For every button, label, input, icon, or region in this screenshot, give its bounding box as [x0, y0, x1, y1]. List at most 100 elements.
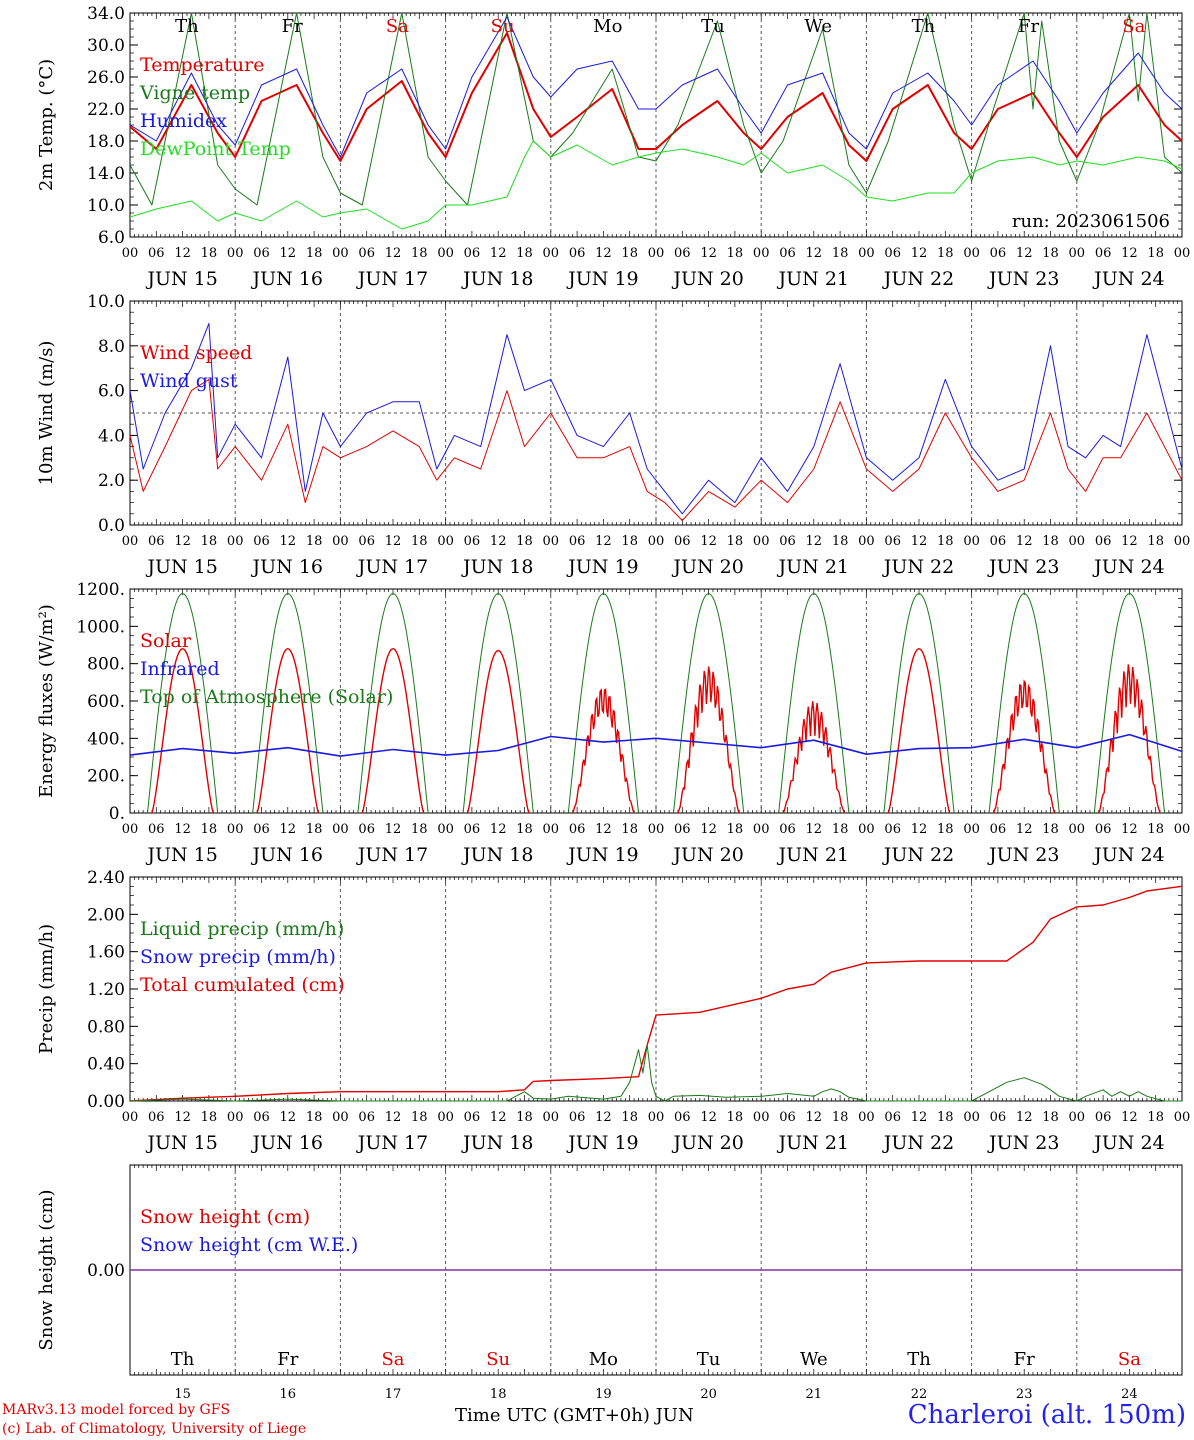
- hour-label: 06: [779, 246, 796, 261]
- hour-label: 12: [911, 822, 928, 837]
- weekday-label: Th: [175, 16, 199, 37]
- series-line-temperature: [129, 32, 1183, 162]
- hour-label: 06: [884, 822, 901, 837]
- hour-label: 00: [227, 246, 244, 261]
- date-label: JUN 19: [566, 844, 638, 866]
- y-tick-label: 600.: [87, 692, 125, 712]
- hour-label: 18: [1042, 1110, 1059, 1125]
- legend-entry: Liquid precip (mm/h): [140, 918, 344, 940]
- date-label: JUN 16: [251, 556, 323, 578]
- hour-label: 12: [1016, 822, 1033, 837]
- hour-label: 18: [306, 246, 323, 261]
- solar-curve: [677, 666, 740, 814]
- solar-curve: [1098, 664, 1161, 814]
- hour-label: 00: [753, 534, 770, 549]
- hour-label: 06: [464, 822, 481, 837]
- hour-label: 00: [332, 246, 349, 261]
- hour-label: 00: [122, 534, 139, 549]
- series-line-liquid-precip-mm-h-: [129, 1044, 1182, 1102]
- hour-label: 06: [358, 246, 375, 261]
- hour-label: 00: [122, 822, 139, 837]
- legend-entry: Total cumulated (cm): [140, 974, 345, 996]
- y-tick-label: 10.0: [87, 196, 125, 216]
- hour-label: 18: [201, 246, 218, 261]
- hour-label: 00: [753, 822, 770, 837]
- solar-curve: [151, 647, 214, 814]
- hour-label: 06: [253, 1110, 270, 1125]
- solar-curve: [572, 688, 635, 814]
- date-label: JUN 20: [671, 556, 743, 578]
- hour-label: 06: [779, 1110, 796, 1125]
- y-tick-label: 400.: [87, 729, 125, 749]
- date-label: JUN 16: [251, 268, 323, 290]
- date-label: JUN 21: [777, 1132, 849, 1154]
- hour-label: 18: [411, 534, 428, 549]
- day-number-label: 17: [385, 1387, 402, 1400]
- series-line-vigne-temp: [129, 12, 1183, 206]
- hour-label: 12: [280, 822, 297, 837]
- hour-label: 00: [648, 246, 665, 261]
- run-label: run: 2023061506: [1012, 211, 1170, 232]
- hour-label: 06: [674, 534, 691, 549]
- hour-label: 18: [727, 822, 744, 837]
- toa-solar-curve: [462, 593, 534, 814]
- y-tick-label: 800.: [87, 655, 125, 675]
- hour-label: 00: [437, 822, 454, 837]
- hour-label: 06: [674, 822, 691, 837]
- legend-entry: Infrared: [140, 658, 220, 680]
- weekday-label: Fr: [1018, 16, 1039, 37]
- hour-label: 18: [1147, 246, 1164, 261]
- hour-label: 00: [858, 534, 875, 549]
- weekday-label: We: [800, 1349, 828, 1370]
- hour-label: 12: [700, 1110, 717, 1125]
- weekday-label: Su: [486, 1349, 510, 1370]
- hour-label: 12: [1121, 246, 1138, 261]
- hour-label: 06: [1095, 822, 1112, 837]
- series-line-total-cumulated-cm-: [129, 885, 1183, 1102]
- date-label: JUN 20: [671, 1132, 743, 1154]
- date-label: JUN 23: [987, 268, 1059, 290]
- hour-label: 12: [911, 534, 928, 549]
- toa-solar-curve: [252, 593, 324, 814]
- hour-label: 18: [306, 534, 323, 549]
- y-tick-label: 0.80: [87, 1017, 125, 1037]
- day-number-label: 18: [490, 1387, 507, 1400]
- hour-label: 18: [516, 246, 533, 261]
- toa-solar-curve: [357, 593, 429, 814]
- hour-label: 00: [1069, 534, 1086, 549]
- hour-label: 18: [937, 1110, 954, 1125]
- hour-label: 12: [174, 822, 191, 837]
- hour-label: 06: [569, 1110, 586, 1125]
- hour-label: 12: [174, 534, 191, 549]
- hour-label: 12: [490, 534, 507, 549]
- hour-label: 12: [385, 822, 402, 837]
- hour-label: 18: [516, 822, 533, 837]
- hour-label: 18: [1147, 822, 1164, 837]
- date-label: JUN 15: [145, 268, 217, 290]
- hour-label: 06: [674, 246, 691, 261]
- series-line-wind-gust: [129, 322, 1183, 515]
- y-tick-label: 0.0: [98, 516, 125, 536]
- y-tick-label: 22.0: [87, 100, 125, 120]
- toa-solar-curve: [147, 593, 219, 814]
- hour-label: 06: [358, 534, 375, 549]
- hour-label: 12: [595, 822, 612, 837]
- hour-label: 00: [332, 1110, 349, 1125]
- hour-label: 00: [648, 822, 665, 837]
- weekday-label: We: [804, 16, 832, 37]
- hour-label: 12: [595, 1110, 612, 1125]
- hour-label: 12: [806, 534, 823, 549]
- hour-label: 00: [543, 1110, 560, 1125]
- solar-curve: [782, 701, 846, 814]
- hour-label: 18: [516, 1110, 533, 1125]
- date-label: JUN 17: [356, 1132, 428, 1154]
- hour-label: 06: [148, 822, 165, 837]
- hour-label: 06: [148, 246, 165, 261]
- y-tick-label: 1200.: [76, 580, 125, 600]
- weekday-label: Th: [171, 1349, 195, 1370]
- legend-entry: DewPoint Temp: [140, 138, 291, 160]
- toa-solar-curve: [778, 593, 850, 814]
- hour-label: 06: [569, 246, 586, 261]
- toa-solar-curve: [1093, 593, 1165, 814]
- weekday-label: Mo: [589, 1349, 618, 1370]
